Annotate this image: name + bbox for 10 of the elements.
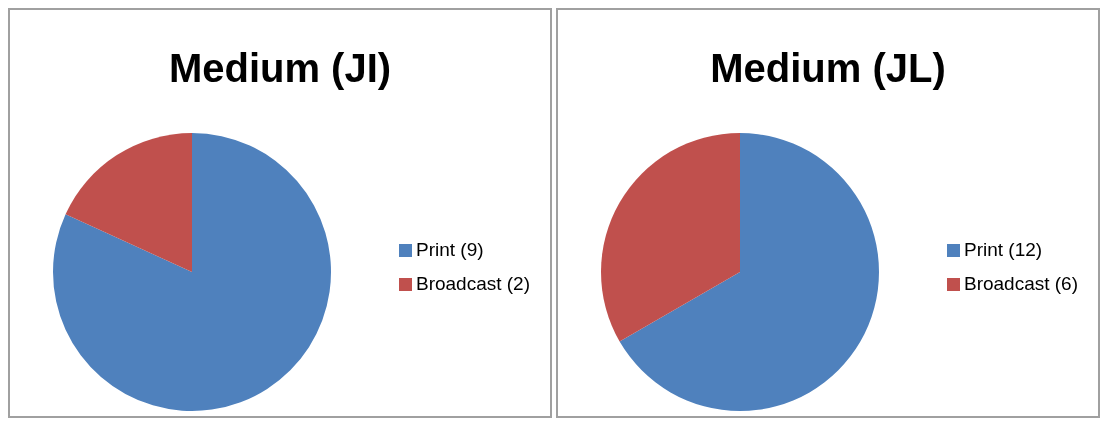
chart-title: Medium (JL) bbox=[709, 45, 947, 92]
pie-slice bbox=[65, 133, 192, 272]
pie-slice bbox=[53, 133, 331, 411]
legend-label: Broadcast (2) bbox=[415, 273, 530, 294]
legend-label: Broadcast (6) bbox=[963, 273, 1078, 294]
pie-slice bbox=[601, 133, 740, 342]
chart-title: Medium (JI) bbox=[167, 45, 393, 92]
legend-label: Print (12) bbox=[963, 239, 1043, 260]
pie-slice bbox=[619, 133, 879, 411]
legend-label: Print (9) bbox=[415, 239, 484, 260]
